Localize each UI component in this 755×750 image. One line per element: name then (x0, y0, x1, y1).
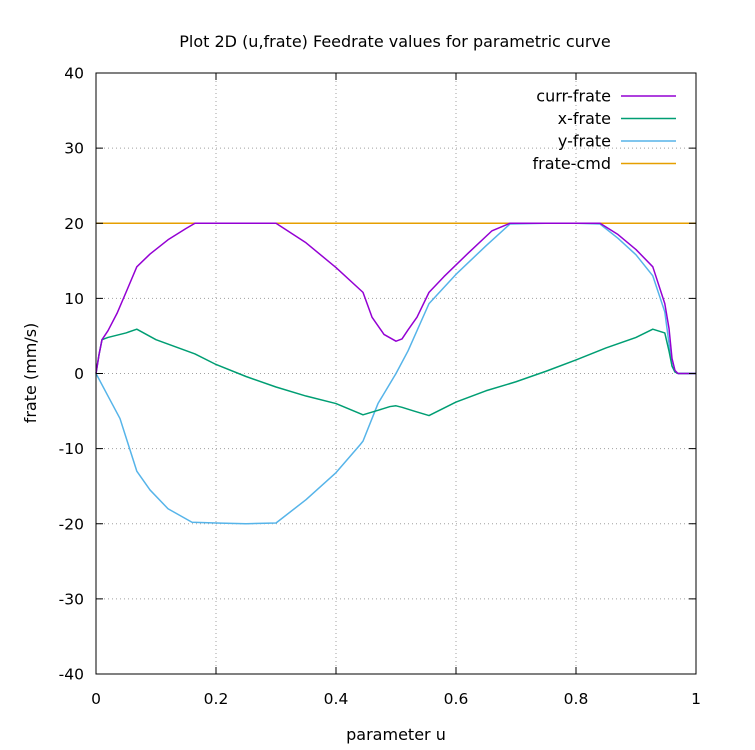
y-tick-label: -20 (59, 515, 84, 533)
series-lines (95, 222, 696, 525)
legend-label-curr-frate: curr-frate (536, 87, 611, 106)
x-tick-label: 1 (691, 690, 701, 708)
x-tick-label: 0.6 (444, 690, 469, 708)
legend: curr-frate x-frate y-frate frate-cmd (533, 87, 676, 173)
chart-title: Plot 2D (u,frate) Feedrate values for pa… (179, 32, 611, 51)
legend-label-x-frate: x-frate (558, 109, 611, 128)
x-tick-label: 0.8 (564, 690, 589, 708)
y-tick-label: -30 (59, 590, 84, 608)
y-tick-label: 30 (64, 140, 84, 158)
legend-label-frate-cmd: frate-cmd (533, 154, 611, 173)
x-tick-label: 0.4 (324, 690, 349, 708)
axis-ticks: 0 0.2 0.4 0.6 0.8 1 -40 -30 -20 -10 0 10 20 30 40 (59, 65, 701, 709)
series-line-y-frate (95, 222, 696, 525)
y-axis-label: frate (mm/s) (21, 323, 40, 424)
legend-label-y-frate: y-frate (558, 132, 611, 151)
x-tick-label: 0.2 (204, 690, 229, 708)
y-tick-label: 10 (64, 290, 84, 308)
x-axis-label: parameter u (346, 725, 446, 744)
y-tick-label: -40 (59, 666, 84, 684)
y-tick-label: 0 (74, 365, 84, 383)
x-tick-label: 0 (91, 690, 101, 708)
y-tick-label: 20 (64, 215, 84, 233)
series-line-x-frate (95, 328, 696, 417)
series-line-curr-frate (95, 222, 696, 375)
y-tick-label: 40 (64, 65, 84, 83)
y-tick-label: -10 (59, 440, 84, 458)
